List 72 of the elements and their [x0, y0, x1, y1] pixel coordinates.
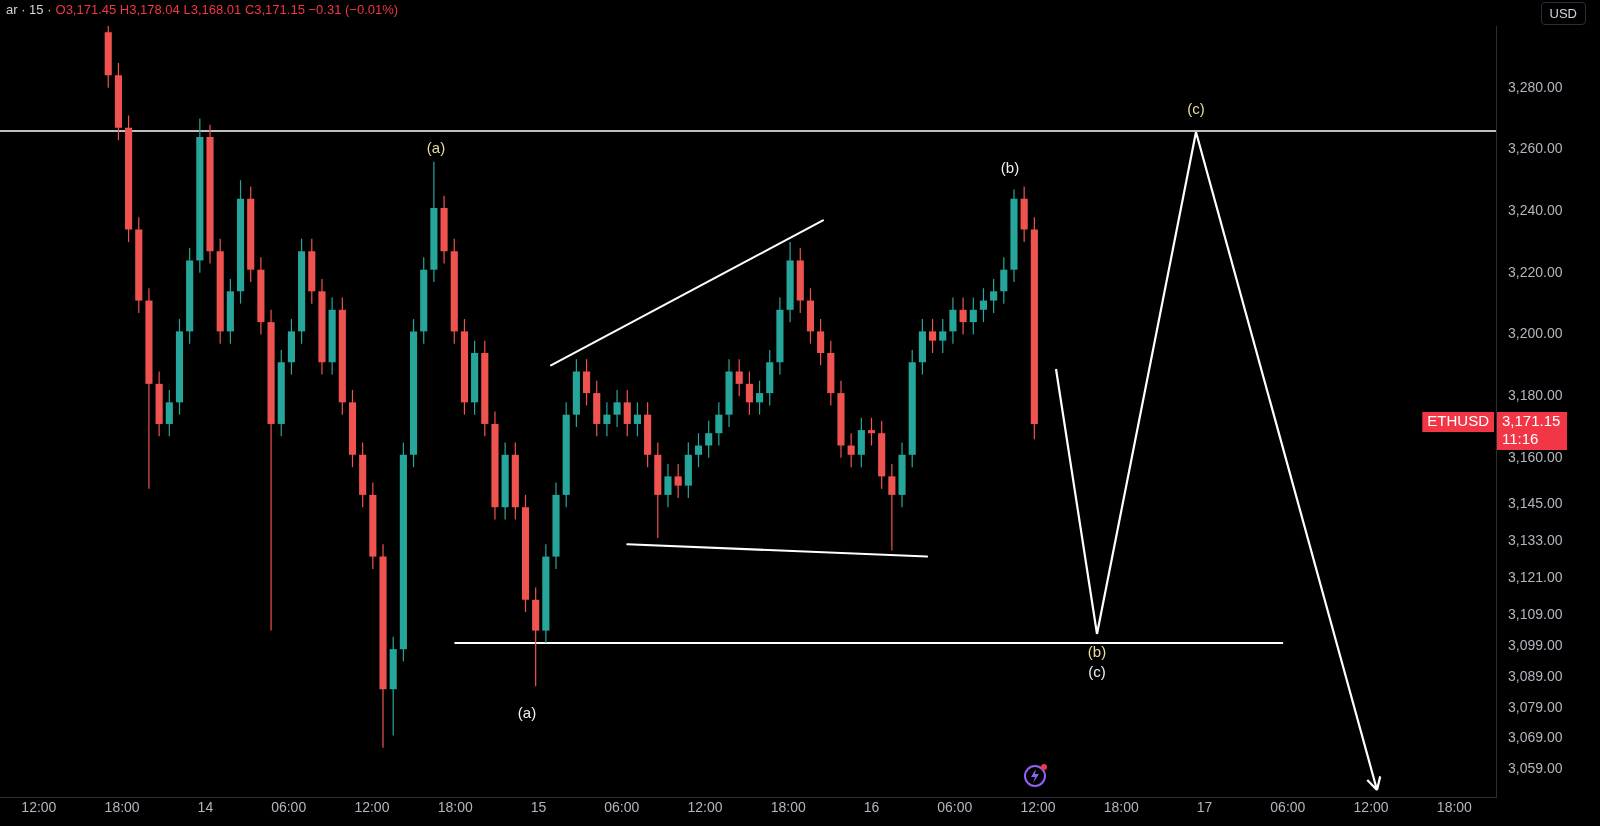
candlestick — [959, 296, 967, 336]
candlestick — [694, 432, 703, 468]
x-tick-label: 16 — [863, 799, 880, 816]
candlestick — [583, 358, 591, 407]
chart-subtitle: O3,171.45 H3,178.04 L3,168.01 C3,171.15 −0.31 (−0.01%) — [55, 2, 399, 17]
x-tick-label: 18:00 — [104, 799, 140, 816]
candlestick — [715, 401, 723, 447]
x-tick-label: 06:00 — [1270, 799, 1306, 816]
candlestick — [929, 318, 937, 354]
y-tick-label: 3,240.00 — [1508, 201, 1563, 218]
annotation: (b) — [1000, 159, 1020, 177]
x-tick-label: 18:00 — [437, 799, 473, 816]
x-tick-label: 17 — [1196, 799, 1213, 816]
y-tick-label: 3,145.00 — [1508, 495, 1563, 511]
y-tick-label: 3,121.00 — [1508, 569, 1563, 586]
y-tick-label: 3,220.00 — [1508, 263, 1563, 280]
x-tick-label: 14 — [197, 799, 214, 816]
x-tick-label: 12:00 — [354, 799, 390, 816]
candlestick — [817, 318, 825, 366]
candlestick — [847, 432, 855, 468]
y-tick-label: 3,280.00 — [1508, 78, 1563, 95]
candlestick — [756, 380, 764, 416]
y-axis-title: USD — [1540, 2, 1586, 25]
candlestick — [979, 287, 988, 323]
text: 3,171.15 — [1502, 412, 1561, 430]
y-tick-label: 3,180.00 — [1508, 387, 1563, 404]
chart-title: ar · 15 · — [6, 2, 52, 17]
candlestick — [165, 389, 173, 437]
y-tick-label: 3,089.00 — [1508, 667, 1563, 684]
candlestick — [969, 296, 977, 336]
y-tick-label: 3,059.00 — [1508, 760, 1563, 777]
x-tick-label: 12:00 — [21, 799, 57, 816]
candlestick — [623, 389, 631, 437]
annotation: (c) — [1187, 100, 1205, 118]
y-tick-label: 3,160.00 — [1508, 448, 1563, 465]
text: 11:16 — [1502, 430, 1539, 448]
candlestick — [867, 417, 876, 447]
annotation: (a) — [426, 139, 446, 157]
candlestick — [939, 318, 947, 354]
y-tick-label: 3,200.00 — [1508, 325, 1563, 342]
x-tick-label: 18:00 — [770, 799, 806, 816]
x-tick-label: 06:00 — [937, 799, 973, 816]
x-tick-label: 18:00 — [1436, 799, 1473, 816]
candlestick — [888, 463, 896, 552]
y-tick-label: 3,133.00 — [1508, 532, 1563, 549]
y-tick-label: 3,099.00 — [1508, 636, 1563, 653]
y-tick-label: 3,079.00 — [1508, 698, 1563, 715]
annotation: (a) — [517, 704, 537, 722]
candlestick — [603, 401, 611, 437]
candlestick — [949, 296, 957, 345]
x-tick-label: 12:00 — [687, 799, 723, 816]
annotation: (c) — [1088, 663, 1106, 681]
candlestick — [1000, 256, 1008, 305]
x-tick-label: 18:00 — [1103, 799, 1140, 816]
candlestick — [664, 463, 672, 508]
x-tick-label: 06:00 — [271, 799, 307, 816]
candlestick — [745, 370, 753, 416]
annotation: ETHUSD — [1427, 412, 1490, 430]
y-tick-label: 3,069.00 — [1508, 729, 1563, 746]
candlestick — [705, 420, 713, 459]
x-tick-label: 15 — [530, 799, 547, 816]
candlestick — [674, 463, 682, 499]
x-tick-label: 12:00 — [1020, 799, 1056, 816]
candlestick — [735, 358, 743, 397]
candlestick — [990, 278, 998, 314]
candlestick — [633, 401, 641, 437]
y-tick-label: 3,260.00 — [1508, 140, 1563, 157]
x-tick-label: 06:00 — [604, 799, 640, 816]
y-tick-label: 3,109.00 — [1508, 606, 1563, 623]
candlestick — [613, 389, 621, 428]
annotation: (b) — [1087, 643, 1107, 661]
x-tick-label: 12:00 — [1353, 799, 1389, 816]
